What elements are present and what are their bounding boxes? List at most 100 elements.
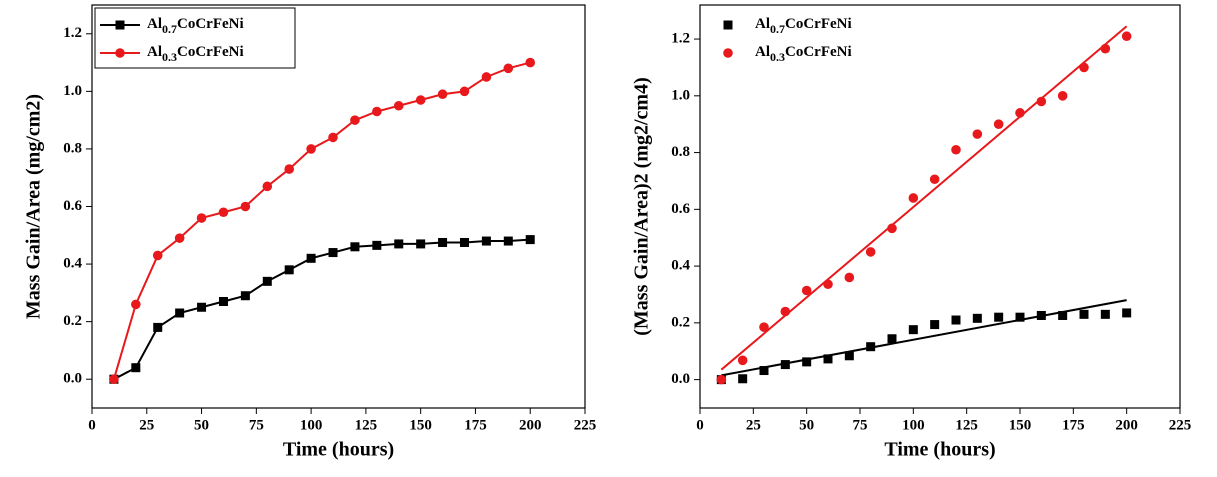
data-point: [459, 86, 470, 97]
x-tick-label: 75: [249, 417, 264, 433]
data-point: [1121, 31, 1132, 42]
data-point: [844, 272, 855, 283]
data-point: [1015, 312, 1025, 322]
x-tick-label: 175: [464, 417, 487, 433]
data-point: [951, 144, 961, 155]
x-axis-label: Time (hours): [884, 439, 995, 461]
y-tick-label: 0.0: [671, 371, 690, 387]
data-point: [372, 240, 382, 250]
y-tick-label: 1.2: [671, 30, 690, 46]
plot-frame: [699, 4, 1181, 409]
x-tick-label: 200: [519, 417, 542, 433]
x-tick-label: 200: [1115, 417, 1138, 433]
x-tick-label: 225: [1169, 417, 1192, 433]
x-tick-label: 150: [1009, 417, 1032, 433]
data-point: [716, 374, 727, 385]
legend-marker: [723, 20, 733, 30]
legend-label: Al0.3CoCrFeNi: [755, 44, 852, 63]
x-tick-label: 100: [300, 417, 323, 433]
x-tick-label: 75: [853, 417, 868, 433]
x-tick-label: 150: [409, 417, 432, 433]
data-point: [887, 223, 897, 234]
data-point: [240, 291, 250, 301]
data-point: [930, 320, 940, 330]
data-point: [350, 242, 360, 252]
y-tick-label: 0.4: [671, 258, 690, 274]
data-point: [865, 247, 876, 257]
y-axis-label: (Mass Gain/Area)2 (mg2/cm4): [631, 77, 653, 335]
data-point: [844, 351, 854, 361]
data-point: [393, 100, 404, 111]
x-axis-label: Time (hours): [283, 439, 394, 461]
data-point: [459, 237, 469, 247]
y-tick-label: 0.0: [63, 371, 82, 387]
data-point: [972, 313, 982, 323]
data-point: [823, 279, 833, 290]
y-tick-label: 1.0: [671, 87, 690, 103]
y-tick-label: 0.4: [63, 256, 82, 272]
data-point: [109, 374, 119, 385]
y-tick-label: 1.2: [63, 25, 82, 41]
data-point: [1058, 310, 1068, 320]
data-point: [481, 236, 491, 246]
data-point: [284, 164, 295, 174]
data-point: [1036, 310, 1046, 320]
legend-box: [94, 7, 296, 69]
data-point: [1015, 108, 1025, 118]
data-point: [415, 95, 426, 105]
x-tick-label: 175: [1062, 417, 1085, 433]
x-tick-label: 125: [355, 417, 378, 433]
data-point: [929, 174, 940, 185]
series-line: [112, 61, 531, 380]
x-tick-label: 0: [88, 417, 96, 433]
data-point: [218, 296, 228, 306]
data-point: [197, 302, 207, 312]
data-point: [503, 236, 513, 246]
x-tick-label: 25: [139, 417, 154, 433]
data-point: [887, 334, 897, 344]
y-tick-label: 1.0: [63, 83, 82, 99]
data-point: [196, 213, 207, 223]
y-axis-label: Mass Gain/Area (mg/cm2): [23, 94, 45, 319]
x-tick-label: 50: [194, 417, 209, 433]
legend-label: Al0.3CoCrFeNi: [147, 44, 244, 63]
data-point: [1122, 308, 1132, 318]
data-point: [416, 239, 426, 249]
data-point: [801, 285, 812, 296]
data-point: [1036, 96, 1047, 107]
data-point: [525, 235, 535, 245]
legend-marker: [115, 20, 125, 30]
data-point: [866, 342, 876, 352]
data-point: [1057, 91, 1068, 101]
data-point: [972, 129, 983, 139]
data-point: [175, 308, 185, 318]
data-point: [240, 201, 251, 212]
data-point: [1079, 62, 1089, 73]
data-point: [218, 207, 229, 218]
data-point: [1100, 43, 1111, 54]
data-point: [503, 63, 514, 74]
legend-label: Al0.7CoCrFeNi: [755, 16, 852, 35]
x-tick-label: 100: [902, 417, 925, 433]
data-point: [481, 72, 492, 82]
data-point: [438, 237, 448, 247]
data-point: [525, 57, 536, 68]
data-point: [908, 193, 919, 203]
x-tick-label: 50: [799, 417, 814, 433]
data-point: [823, 354, 833, 364]
x-tick-label: 25: [746, 417, 761, 433]
y-tick-label: 0.2: [63, 313, 82, 329]
data-point: [284, 265, 294, 275]
data-point: [328, 132, 338, 143]
x-tick-label: 0: [696, 417, 704, 433]
data-point: [1100, 309, 1110, 319]
data-point: [306, 253, 316, 263]
data-point: [131, 299, 141, 310]
data-point: [394, 239, 404, 249]
data-point: [802, 357, 812, 367]
data-point: [328, 248, 338, 258]
legend-label: Al0.7CoCrFeNi: [147, 16, 244, 35]
x-tick-label: 125: [955, 417, 978, 433]
data-point: [174, 233, 185, 243]
